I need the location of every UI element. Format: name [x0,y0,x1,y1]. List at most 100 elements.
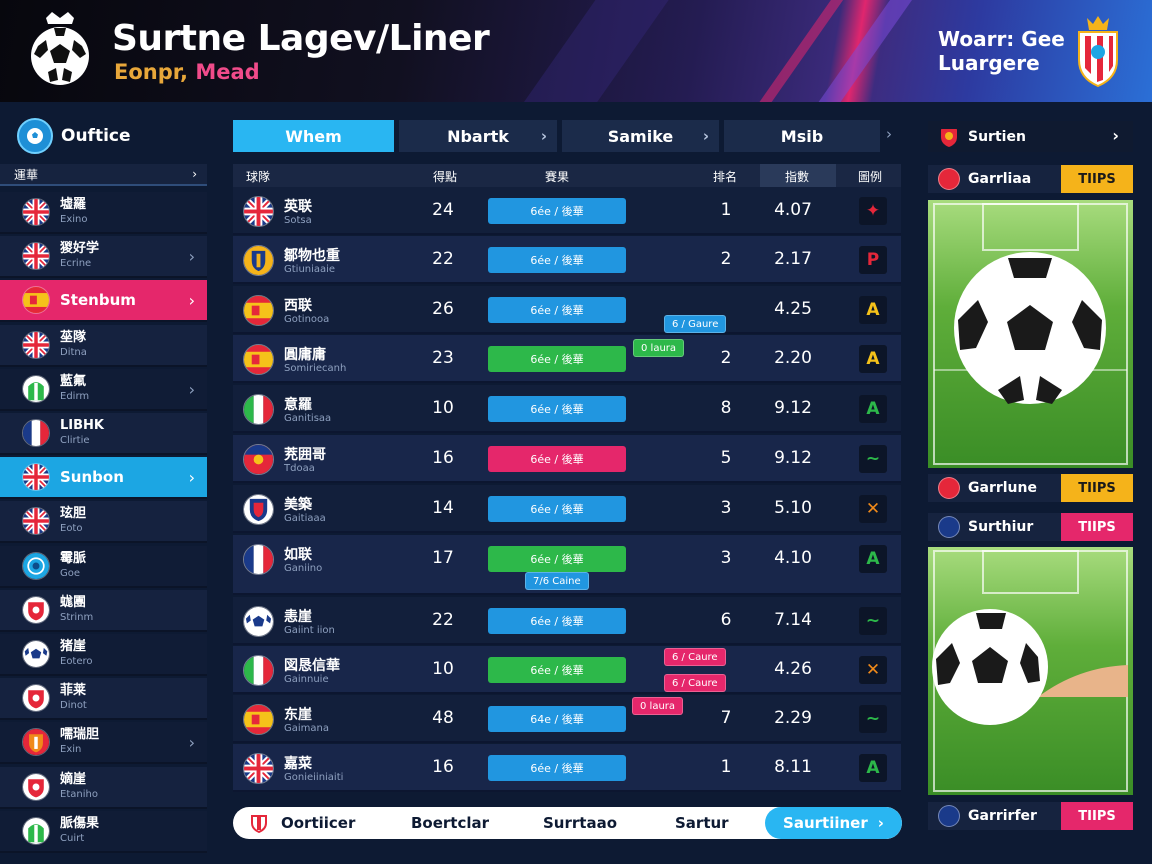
sidebar-header[interactable]: Ouftice [0,110,207,162]
table-row[interactable]: 鄒物也重 Gtiuniaaie 22 6ée / 後華 2 2.17 P [233,236,901,284]
result-pill[interactable]: 6ée / 後華 [488,446,626,472]
right-panel-header[interactable]: Surtien › [928,121,1133,152]
tips-badge-label: TIIPS [1078,808,1116,824]
team-flag-icon [243,606,274,637]
column-header[interactable]: 得點 [433,170,458,184]
bottom-nav-item[interactable]: Oortiicer [281,814,356,832]
tab-nbartk[interactable]: Nbartk › [399,120,557,152]
sidebar-item[interactable]: 蛖團 Strinm [0,589,207,632]
sidebar-item[interactable]: 藍氟 Edirm › [0,368,207,411]
table-row[interactable]: 恚崖 Gaiint iion 22 6ée / 後華 6 7.14 ~ [233,597,901,645]
team-name: 鄒物也重 [284,248,340,264]
table-row[interactable]: 英联 Sotsa 24 6ée / 後華 1 4.07 ✦ [233,187,901,235]
legend-icon[interactable]: ~ [859,445,887,473]
result-pill[interactable]: 6ée / 後華 [488,657,626,683]
bottom-nav-active-button[interactable]: Saurtiiner › [765,807,902,839]
promo-card-bar[interactable]: Surthiur TIIPS [928,513,1133,541]
sidebar-item[interactable]: 墟羅 Exino [0,192,207,234]
column-header[interactable]: 賽果 [545,170,570,184]
legend-icon[interactable]: A [859,754,887,782]
index-value: 4.07 [774,200,812,220]
promo-card-bar[interactable]: Garrirfer TIIPS [928,802,1133,830]
sidebar-item-sublabel: Exino [60,214,88,225]
tab-samike[interactable]: Samike › [562,120,719,152]
table-row[interactable]: 美築 Gaitiaaa 14 6ée / 後華 3 5.10 ✕ [233,485,901,533]
table-row[interactable]: 东崖 Gaimana 48 64e / 後華 7 2.29 ~ [233,695,901,743]
result-pill[interactable]: 6ée / 後華 [488,546,626,572]
table-row[interactable]: 嘉菜 Gonieiiniaiti 16 6ée / 後華 1 8.11 A [233,744,901,792]
result-pill[interactable]: 6ée / 後華 [488,396,626,422]
table-row[interactable]: 圓庸庸 Somiriecanh 23 6ée / 後華 2 2.20 A [233,335,901,383]
table-row[interactable]: 西联 Gotinooa 26 6ée / 後華 4.25 A [233,286,901,334]
sidebar-item-text: 脈傷果 Cuirt [60,816,99,846]
column-header[interactable]: 指數 [785,170,810,184]
tips-badge[interactable]: TIIPS [1061,474,1133,502]
subtitle-highlight: Mead [195,60,260,84]
table-row[interactable]: 茺囲哥 Tdoaa 16 6ée / 後華 5 9.12 ~ [233,435,901,483]
tab-msib[interactable]: Msib [724,120,880,152]
sidebar-item[interactable]: 猣好学 Ecrine › [0,236,207,279]
result-pill[interactable]: 64e / 後華 [488,706,626,732]
legend-icon[interactable]: P [859,246,887,274]
points-value: 17 [432,548,454,568]
sidebar-item-label: 猪崖 [60,639,87,654]
table-row[interactable]: 図恳信華 Gainnuie 10 6ée / 後華 4.26 ✕ [233,646,901,694]
legend-icon[interactable]: A [859,296,887,324]
sidebar-item[interactable]: Stenbum › [0,280,207,323]
page-title: Surtne Lagev/Liner [112,18,490,59]
index-value: 4.26 [774,659,812,679]
result-pill[interactable]: 6ée / 後華 [488,247,626,273]
legend-icon[interactable]: ✦ [859,197,887,225]
bottom-nav-item[interactable]: Sartur [675,814,729,832]
tips-badge[interactable]: TIIPS [1061,165,1133,193]
legend-icon[interactable]: A [859,395,887,423]
result-pill[interactable]: 6ée / 後華 [488,755,626,781]
column-header[interactable]: 排名 [713,170,738,184]
sidebar-item[interactable]: 霉脈 Goe [0,545,207,588]
result-pill[interactable]: 6ée / 後華 [488,496,626,522]
promo-card-bar[interactable]: Garrliaa TIIPS [928,165,1133,193]
rank-value: 1 [720,757,732,777]
bottom-nav-item[interactable]: Boertclar [411,814,490,832]
legend-icon[interactable]: ~ [859,607,887,635]
bottom-nav-item[interactable]: Surrtaao [543,814,617,832]
sidebar-item[interactable]: Sunbon › [0,457,207,500]
result-pill[interactable]: 6ée / 後華 [488,198,626,224]
chevron-right-icon[interactable]: › [886,125,892,143]
table-row[interactable]: 意羅 Ganitisaa 10 6ée / 後華 8 9.12 A [233,385,901,433]
status-tag: 6 / Caure [664,648,726,666]
sidebar-filter[interactable]: 運華 › [0,164,207,186]
sidebar-item[interactable]: 玹胆 Eoto [0,501,207,544]
legend-icon[interactable]: ✕ [859,656,887,684]
sidebar-item[interactable]: LIBHK Clirtie [0,413,207,455]
sidebar-item[interactable]: 嚅瑞胆 Exin › [0,722,207,765]
flag-icon [938,516,960,538]
legend-icon[interactable]: ✕ [859,495,887,523]
sidebar-item[interactable]: 猪崖 Eotero [0,634,207,676]
column-header[interactable]: 圖例 [858,170,883,184]
team-flag-icon [243,245,274,276]
result-pill[interactable]: 6ée / 後華 [488,346,626,372]
sidebar-filter-label: 運華 [14,167,39,182]
sidebar-item-text: 菲莱 Dinot [60,683,87,713]
sidebar-item-label: 莝隊 [60,329,87,345]
status-tag: 6 / Caure [664,674,726,692]
tips-badge[interactable]: TIIPS [1061,802,1133,830]
sidebar-item[interactable]: 菲莱 Dinot [0,678,207,721]
result-pill[interactable]: 6ée / 後華 [488,297,626,323]
legend-icon[interactable]: A [859,545,887,573]
sidebar-item-text: 蛖團 Strinm [60,595,93,625]
promo-card-bar[interactable]: Garrlune TIIPS [928,474,1133,502]
legend-icon[interactable]: A [859,345,887,373]
sidebar-item-text: Stenbum [60,292,136,308]
legend-icon[interactable]: ~ [859,705,887,733]
sidebar-item[interactable]: 嫡崖 Etaniho [0,766,207,809]
sidebar-item[interactable]: 莝隊 Ditna [0,324,207,367]
sidebar-item[interactable]: 脈傷果 Cuirt [0,810,207,853]
column-header[interactable]: 球隊 [246,170,271,184]
flag-icon [938,805,960,827]
result-pill[interactable]: 6ée / 後華 [488,608,626,634]
tab-whem[interactable]: Whem [233,120,394,152]
tips-badge[interactable]: TIIPS [1061,513,1133,541]
sidebar-item-label: 脈傷果 [60,815,100,831]
